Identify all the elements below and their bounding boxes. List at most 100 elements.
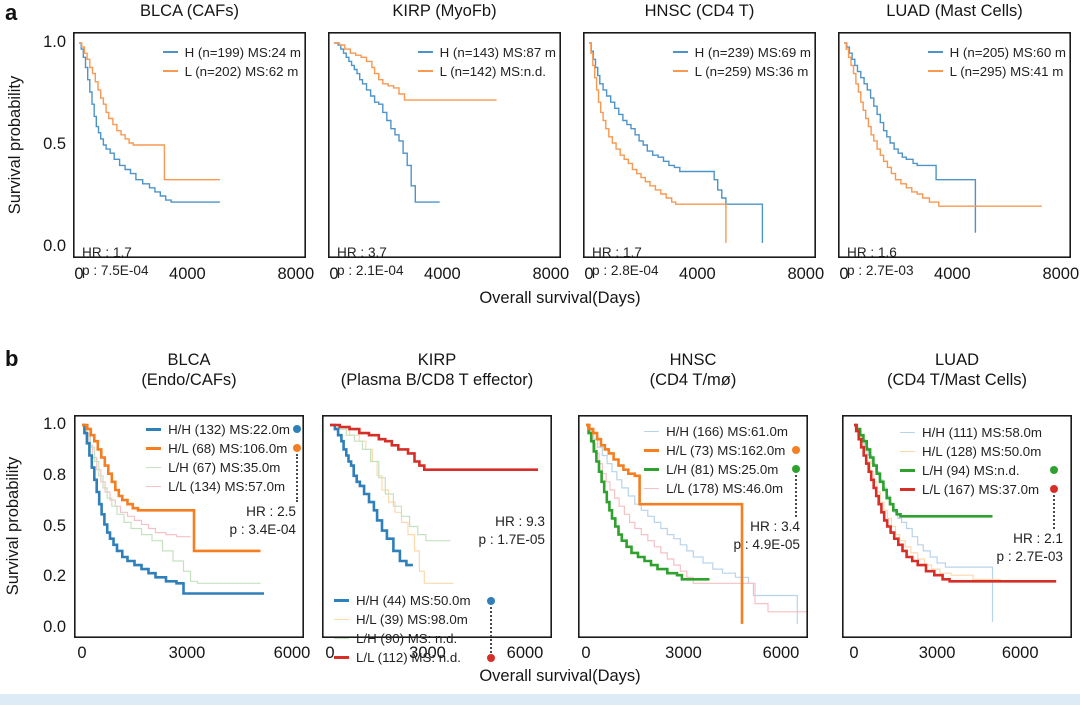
- legend-item: H (n=199) MS:24 m: [162, 45, 301, 60]
- legend-line-swatch: [900, 468, 916, 472]
- panel-title-a4: LUAD (Mast Cells): [886, 2, 1023, 20]
- km-curve-H: [844, 42, 977, 233]
- panel-title-b2: KIRP (Plasma B/CD8 T effector): [340, 351, 534, 389]
- legend-label: L (n=142) MS:n.d.: [439, 63, 546, 79]
- legend-label: H/H (44) MS:50.0m: [356, 593, 471, 609]
- survival-plot-b1: 0 3000 6000: [74, 415, 310, 662]
- comparison-dotted-line: [490, 607, 492, 653]
- legend-label: L/H (67) MS:35.0m: [168, 459, 281, 475]
- legend-line-swatch: [146, 466, 162, 468]
- legend-line-swatch: [927, 51, 943, 54]
- x-tick-label: 0: [325, 644, 334, 662]
- legend-b2: H/H (44) MS:50.0m H/L (39) MS:98.0m L/H (9…: [334, 593, 495, 665]
- legend-item: L (n=142) MS:n.d.: [417, 63, 556, 79]
- panel-title-a1: BLCA (CAFs): [139, 2, 240, 20]
- figure-panel-label-a: a: [5, 0, 18, 25]
- plot-border: [838, 32, 1071, 258]
- legend-item: L (n=259) MS:36 m: [672, 64, 811, 79]
- legend-item: H/L (39) MS:98.0m: [334, 612, 471, 627]
- x-tick-label: 6000: [1002, 644, 1039, 662]
- panel-title-a3: HNSC (CD4 T): [644, 2, 755, 20]
- legend-label: H/H (111) MS:58.0m: [922, 424, 1042, 440]
- km-curve-L: [334, 42, 497, 101]
- legend-line-swatch: [334, 599, 349, 603]
- panel-title-b1: BLCA (Endo/CAFs): [141, 351, 237, 389]
- km-panel-b4: 0 3000 6000 H/H (111) MS:58.0m H/L (128) MS:…: [842, 415, 1072, 668]
- km-curve-L-L: [330, 423, 538, 471]
- x-tick-label: 4000: [424, 265, 461, 283]
- x-tick-label: 0: [849, 644, 858, 662]
- km-curve-H: [334, 42, 440, 203]
- y-tick-label: 0.5: [43, 516, 66, 535]
- hr-value: HR : 2.1: [1013, 531, 1063, 546]
- x-tick-label: 3000: [665, 644, 702, 662]
- legend-label: H/L (128) MS:50.0m: [922, 443, 1042, 459]
- plot-border: [583, 32, 816, 258]
- legend-item: L/H (94) MS:n.d.: [900, 463, 1058, 478]
- x-tick-label: 6000: [763, 644, 800, 662]
- km-curve-L-L: [82, 424, 191, 538]
- x-axis-label-row-b: Overall survival(Days): [479, 667, 641, 685]
- hr-value: HR : 1.6: [847, 245, 897, 260]
- x-tick-label: 4000: [679, 265, 716, 283]
- plot-border: [74, 415, 304, 638]
- comparison-group-dot: [293, 444, 301, 452]
- hr-value: HR : 1.7: [592, 245, 642, 260]
- survival-plot-b2: 0 3000 6000: [322, 415, 552, 662]
- legend-line-swatch: [146, 485, 162, 487]
- legend-item: H/H (111) MS:58.0m: [900, 425, 1042, 440]
- legend-line-swatch: [900, 431, 916, 433]
- comparison-group-dot: [1050, 466, 1058, 474]
- km-panel-b1: 0 3000 6000 H/H (132) MS:22.0m H/L (68) MS:1…: [74, 415, 310, 668]
- legend-label: L/L (134) MS:57.0m: [168, 478, 286, 494]
- x-axis-label-row-a: Overall survival(Days): [479, 289, 641, 307]
- legend-item: H/L (73) MS:162.0m: [644, 443, 800, 458]
- km-curve-H-H: [586, 424, 798, 624]
- legend-item: L/H (67) MS:35.0m: [146, 460, 290, 475]
- x-tick-label: 0: [329, 265, 338, 283]
- legend-line-swatch: [644, 430, 660, 432]
- p-value: p : 1.7E-05: [478, 531, 545, 547]
- hr-annotation-a2: HR : 3.7 p : 2.1E-04: [337, 244, 404, 279]
- hr-annotation-b4: HR : 2.1 p : 2.7E-03: [996, 530, 1063, 565]
- comparison-dotted-line: [296, 454, 298, 502]
- survival-plot-b3: 0 3000 6000: [578, 415, 808, 662]
- comparison-dotted-line: [795, 475, 797, 517]
- plot-border: [842, 415, 1072, 638]
- plot-border: [578, 415, 808, 638]
- comparison-group-dot: [1050, 485, 1058, 493]
- legend-item: H (n=143) MS:87 m: [417, 45, 556, 60]
- x-tick-label: 6000: [507, 644, 544, 662]
- legend-label: L/L (167) MS:37.0m: [922, 481, 1040, 497]
- legend-label: L/L (178) MS:46.0m: [666, 480, 784, 496]
- x-tick-label: 8000: [277, 265, 314, 283]
- comparison-group-dot: [486, 596, 495, 605]
- legend-b1: H/H (132) MS:22.0m H/L (68) MS:106.0m L/H …: [146, 422, 301, 494]
- legend-line-swatch: [644, 448, 660, 452]
- hr-annotation-a1: HR : 1.7 p : 7.5E-04: [82, 244, 149, 279]
- y-tick-label: 0.0: [43, 237, 66, 255]
- legend-item: H/H (132) MS:22.0m: [146, 422, 301, 437]
- legend-label: L/H (90) MS: n.d.: [356, 631, 458, 647]
- p-value: p : 2.8E-04: [592, 262, 659, 278]
- hr-annotation-b1: HR : 2.5 p : 3.4E-04: [229, 503, 296, 538]
- legend-line-swatch: [417, 51, 433, 54]
- legend-label: H/L (68) MS:106.0m: [168, 440, 288, 456]
- legend-label: H (n=205) MS:60 m: [949, 44, 1066, 60]
- legend-line-swatch: [334, 656, 349, 660]
- legend-line-swatch: [644, 467, 660, 471]
- x-tick-label: 4000: [934, 265, 971, 283]
- km-curve-L-H: [330, 424, 451, 542]
- legend-item: H/L (68) MS:106.0m: [146, 440, 301, 456]
- p-value: p : 7.5E-04: [82, 262, 149, 278]
- x-tick-label: 0: [839, 265, 848, 283]
- hr-annotation-b3: HR : 3.4 p : 4.9E-05: [733, 518, 800, 553]
- comparison-group-dot: [792, 446, 800, 454]
- legend-item: L/L (134) MS:57.0m: [146, 479, 290, 494]
- survival-plot-a2: 0 4000 8000: [328, 32, 569, 283]
- y-tick-label: 1.0: [43, 33, 66, 51]
- km-curve-H-H: [82, 423, 264, 595]
- p-value: p : 4.9E-05: [733, 536, 800, 552]
- legend-line-swatch: [927, 70, 943, 73]
- km-panel-a4: 0 4000 8000 H (n=205) MS:60 m L (n=295) MS:4…: [838, 32, 1079, 288]
